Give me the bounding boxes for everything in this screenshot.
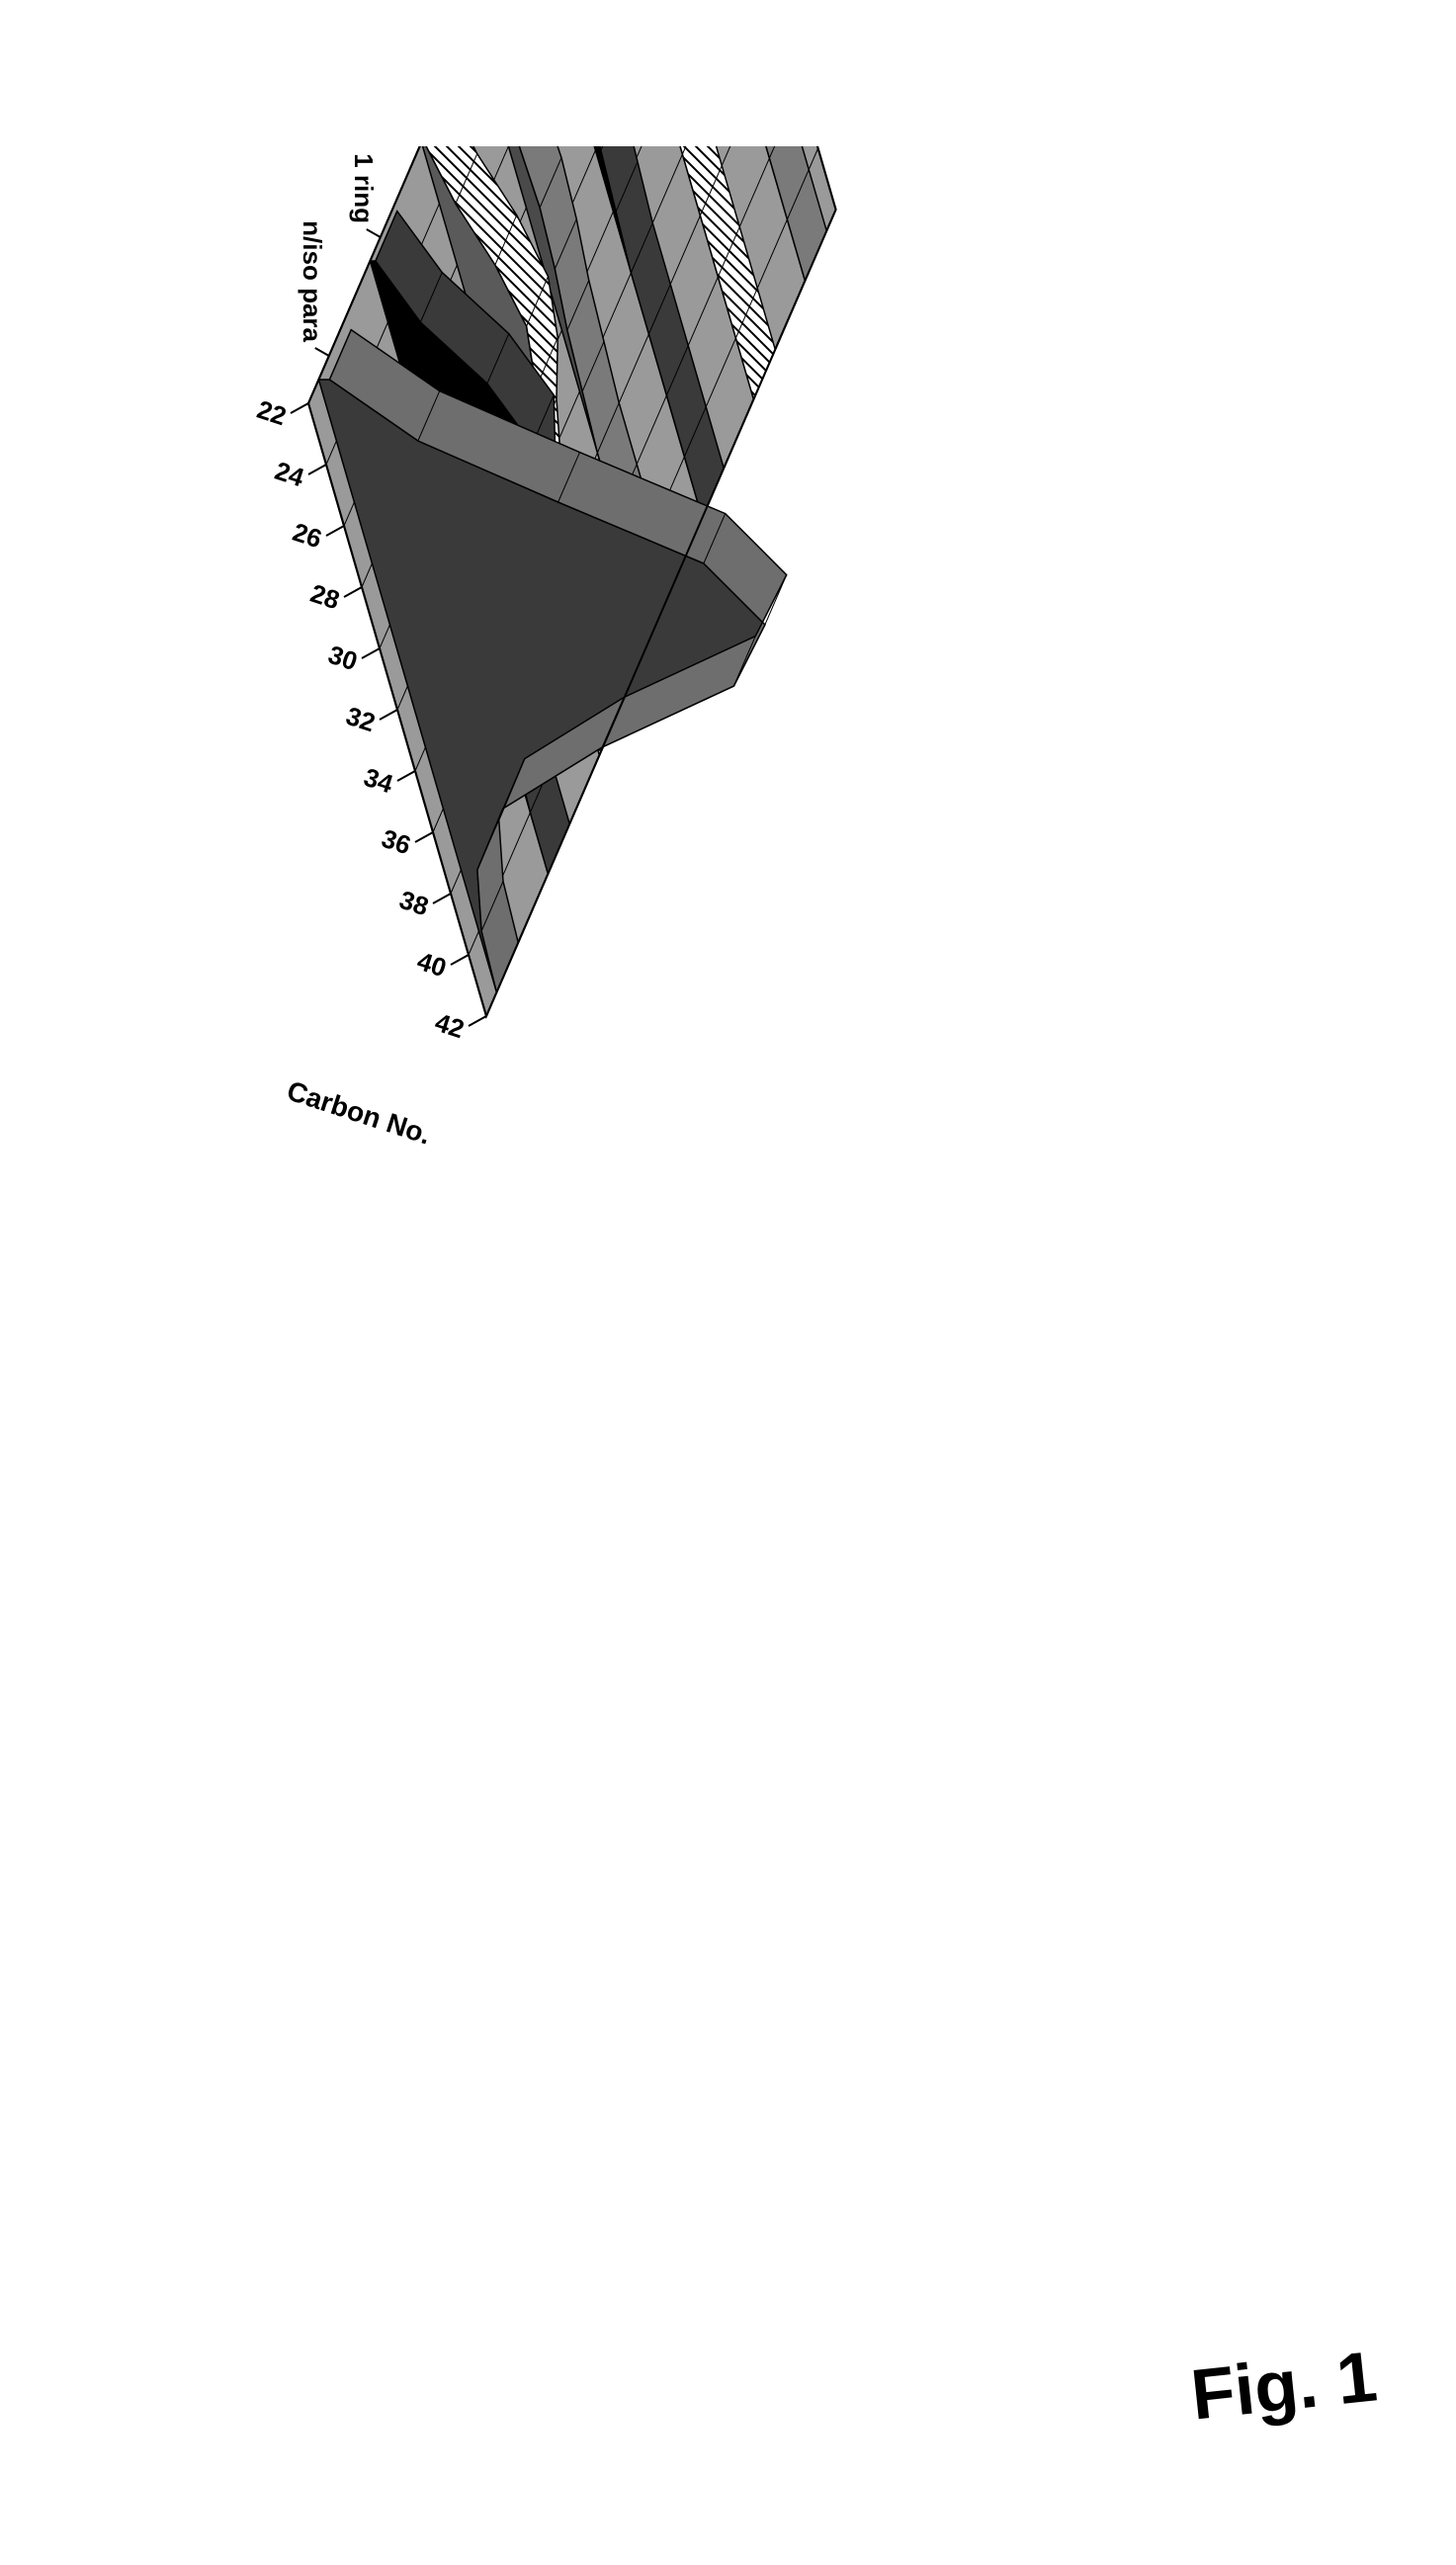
chart-container: 22 24 26 28 30 32 34 36 38 40 42 Carbon No. n/iso pa…: [61, 146, 1396, 2420]
svg-text:1 ring: 1 ring: [348, 153, 378, 223]
svg-text:28: 28: [306, 577, 343, 614]
svg-text:38: 38: [395, 884, 432, 920]
svg-text:24: 24: [271, 455, 307, 492]
svg-text:Carbon No.: Carbon No.: [283, 1074, 434, 1150]
svg-text:36: 36: [378, 822, 414, 859]
svg-text:30: 30: [324, 639, 361, 675]
svg-text:40: 40: [413, 945, 450, 982]
svg-text:26: 26: [289, 516, 325, 553]
svg-text:42: 42: [431, 1006, 468, 1043]
svg-text:32: 32: [342, 700, 379, 736]
svg-text:34: 34: [360, 761, 396, 799]
ribbon-3d-chart: 22 24 26 28 30 32 34 36 38 40 42 Carbon No. n/iso pa…: [61, 146, 1396, 2420]
svg-text:22: 22: [253, 393, 290, 430]
svg-text:n/iso para: n/iso para: [297, 220, 326, 342]
page: 22 24 26 28 30 32 34 36 38 40 42 Carbon No. n/iso pa…: [0, 0, 1456, 2565]
